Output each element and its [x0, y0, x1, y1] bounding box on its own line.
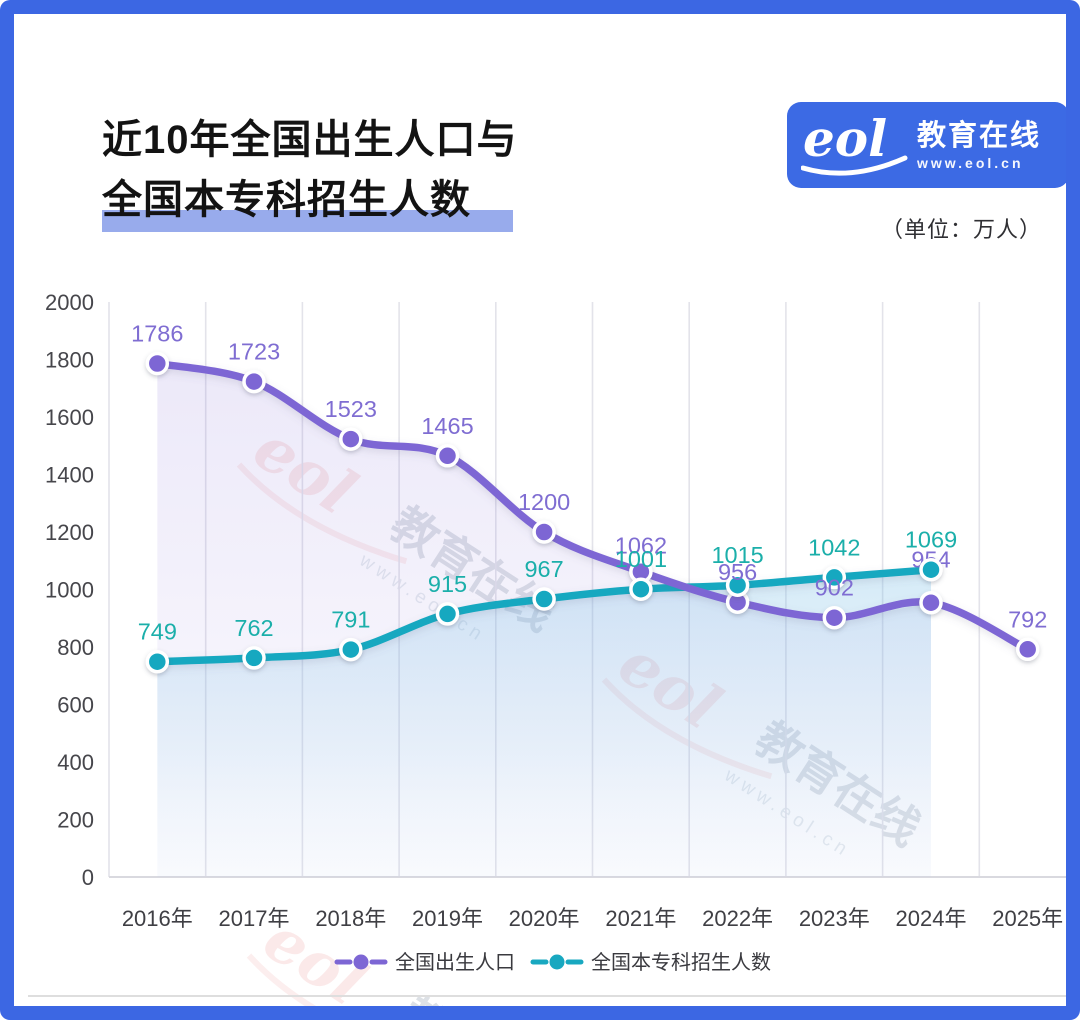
title-line-1: 近10年全国出生人口与: [102, 118, 518, 162]
data-point-2017年-全国本专科招生人数: [242, 646, 266, 670]
x-tick-label: 2018年: [315, 906, 386, 931]
data-point-2019年-全国出生人口: [435, 444, 460, 468]
value-label: 1786: [131, 321, 183, 347]
x-tick-label: 2020年: [509, 906, 580, 931]
data-point-2023年-全国本专科招生人数: [822, 565, 847, 590]
value-label: 1015: [711, 542, 763, 568]
svg-text:全国本专科招生人数: 全国本专科招生人数: [591, 951, 771, 974]
y-tick-label: 1200: [45, 520, 94, 545]
y-tick-label: 1400: [45, 463, 94, 488]
x-tick-label: 2024年: [896, 906, 967, 931]
value-label: 762: [234, 615, 273, 641]
logo-url: www.eol.cn: [917, 154, 1024, 171]
series-0-line: [153, 359, 1032, 654]
data-point-2020年-全国本专科招生人数: [532, 587, 556, 611]
value-label: 1523: [325, 396, 377, 422]
logo-name: 教育在线: [917, 119, 1042, 152]
y-tick-label: 600: [57, 693, 94, 718]
value-label: 1001: [615, 546, 667, 572]
value-label: 1042: [808, 534, 860, 560]
value-label: 1200: [518, 489, 570, 515]
x-tick-label: 2019年: [412, 906, 483, 931]
value-label: 956: [718, 559, 757, 585]
data-point-2018年-全国本专科招生人数: [339, 637, 363, 662]
eol-logo-mark-icon: eol: [801, 112, 908, 176]
value-label: 792: [1008, 606, 1047, 632]
y-tick-label: 2000: [45, 290, 94, 315]
x-tick-label: 2025年: [992, 906, 1063, 931]
y-tick-label: 1800: [45, 348, 94, 373]
legend: 全国出生人口 全国本专科招生人数: [334, 951, 771, 974]
y-axis: 0 200 400 600 800 1000 1200 1400 1600 1800 2000: [45, 290, 94, 890]
data-point-2024年-全国本专科招生人数: [919, 557, 943, 582]
y-tick-label: 200: [57, 808, 94, 833]
data-point-2022年-全国本专科招生人数: [725, 573, 750, 597]
y-tick-label: 0: [82, 865, 94, 890]
x-tick-label: 2021年: [605, 906, 676, 931]
title-line-2: 全国本专科招生人数: [102, 170, 513, 232]
data-point-2023年-全国出生人口: [822, 605, 847, 630]
value-label: 1465: [421, 413, 473, 439]
value-labels: 1786172315231465120010629569029547927497…: [131, 321, 1047, 645]
svg-text:教育在线: 教育在线: [392, 988, 575, 1020]
x-tick-label: 2022年: [702, 906, 773, 931]
unit-label: （单位：万人）: [880, 217, 1042, 242]
data-point-2018年-全国出生人口: [339, 427, 363, 451]
value-label: 1062: [615, 533, 667, 559]
x-tick-label: 2017年: [219, 906, 290, 931]
data-point-2020年-全国出生人口: [532, 520, 556, 544]
data-point-2025年-全国出生人口: [1015, 637, 1040, 662]
value-label: 1723: [228, 339, 280, 365]
series-1-area: [157, 569, 932, 877]
data-point-2019年-全国本专科招生人数: [435, 602, 460, 626]
svg-text:eol: eol: [803, 112, 887, 168]
data-point-2017年-全国出生人口: [242, 369, 266, 394]
y-tick-label: 800: [57, 635, 94, 660]
value-label: 915: [428, 571, 467, 597]
y-tick-label: 1600: [45, 405, 94, 430]
data-point-2021年-全国本专科招生人数: [629, 577, 653, 601]
eol-logo: eol 教育在线 www.eol.cn: [787, 102, 1066, 188]
value-label: 1069: [905, 527, 957, 553]
data-point-2024年-全国出生人口: [919, 590, 943, 615]
x-tick-label: 2023年: [799, 906, 870, 931]
value-label: 902: [815, 575, 854, 601]
legend-item-全国本专科招生人数: 全国本专科招生人数: [530, 951, 771, 974]
data-point-2016年-全国本专科招生人数: [145, 649, 170, 674]
x-tick-label: 2016年: [122, 906, 193, 931]
legend-item-全国出生人口: 全国出生人口: [334, 951, 515, 974]
value-label: 967: [524, 556, 563, 582]
poster-title: 近10年全国出生人口与 全国本专科招生人数: [102, 110, 518, 232]
svg-text:全国出生人口: 全国出生人口: [395, 951, 515, 974]
data-point-2016年-全国出生人口: [145, 351, 170, 376]
x-axis: 2016年 2017年 2018年 2019年 2020年 2021年 2022年 2023年…: [122, 906, 1063, 931]
chart-canvas: eol 教育在线 www.eol.cn eol 教育在线 www.eol.cn …: [28, 290, 1066, 1020]
y-tick-label: 400: [57, 750, 94, 775]
value-label: 791: [331, 607, 370, 633]
y-tick-label: 1000: [45, 578, 94, 603]
value-label: 749: [138, 619, 177, 645]
